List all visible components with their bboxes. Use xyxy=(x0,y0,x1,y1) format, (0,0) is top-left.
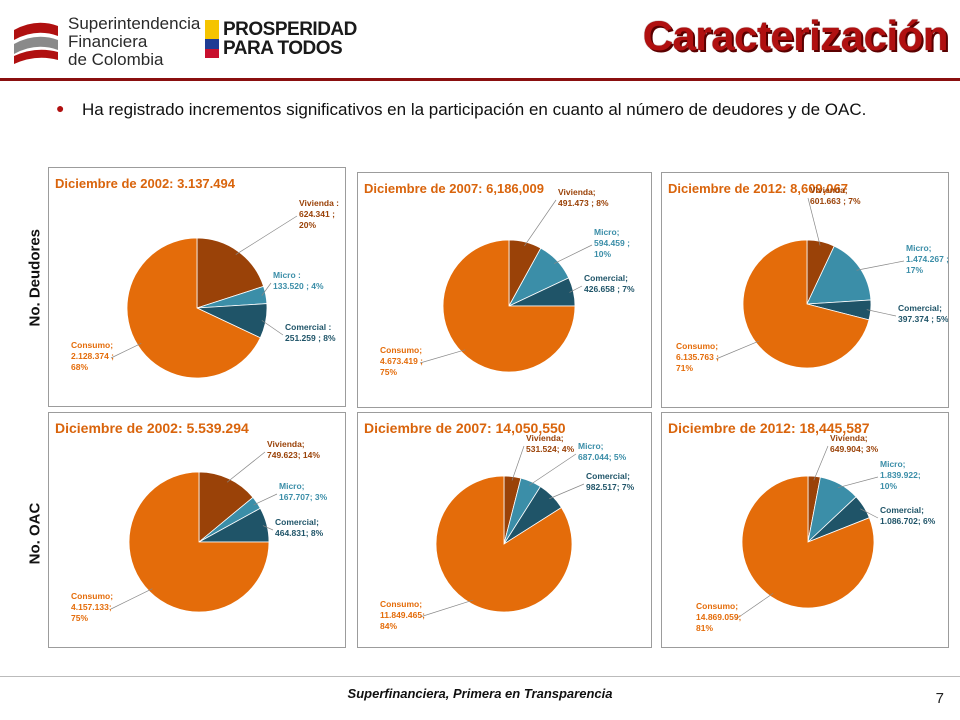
data-label-micro: Micro; 1.474.267 ; 17% xyxy=(906,243,948,275)
data-label-vivienda: Vivienda; 531.524; 4% xyxy=(526,433,575,454)
pie-slice-consumo xyxy=(741,475,875,609)
data-label-vivienda: Vivienda; 649.904; 3% xyxy=(830,433,879,454)
chart-title: Diciembre de 2002: 3.137.494 xyxy=(55,176,236,191)
leader-line-vivienda xyxy=(524,199,557,247)
leader-line-consumo xyxy=(110,588,153,610)
chart-title: Diciembre de 2002: 5.539.294 xyxy=(55,420,249,436)
sfc-logo-line-3: de Colombia xyxy=(68,50,164,69)
leader-line-micro xyxy=(529,453,577,486)
data-label-micro: Micro :133.520 ; 4% xyxy=(273,270,324,291)
pie-chart-deudores-2007: Diciembre de 2007: 6,186,009 Vivienda; 491… xyxy=(357,172,652,408)
pie-chart-oac-2012: Diciembre de 2012: 18,445,587 Vivienda; 64… xyxy=(661,412,949,648)
data-label-comercial: Comercial; 426.658 ; 7% xyxy=(584,273,635,294)
data-label-comercial: Comercial :251.259 ; 8% xyxy=(285,322,336,343)
leader-line-vivienda xyxy=(511,445,525,481)
pie-chart-svg: Diciembre de 2007: 6,186,009 Vivienda; 491… xyxy=(364,181,635,377)
leader-line-comercial xyxy=(261,320,284,336)
pie-slice-consumo xyxy=(742,239,870,369)
pie-slice-micro xyxy=(806,245,872,305)
data-label-comercial: Comercial; 464.831; 8% xyxy=(275,517,324,538)
page-title: Caracterización xyxy=(642,12,949,59)
data-label-micro: Micro; 167.707; 3% xyxy=(279,481,328,502)
data-label-micro: Micro; 594.459 ; 10% xyxy=(594,227,630,259)
data-label-consumo: Consumo; 2.128.374 ; 68% xyxy=(71,340,114,372)
chart-title: Diciembre de 2012: 8,609,067 xyxy=(668,181,848,196)
data-label-vivienda: Vivienda; 601.663 ; 7% xyxy=(810,185,861,206)
leader-line-consumo xyxy=(419,599,474,618)
bullet-icon: ● xyxy=(56,100,65,116)
pie-chart-deudores-2002: Diciembre de 2002: 3.137.494 Vivienda :62… xyxy=(48,167,346,407)
leader-line-vivienda xyxy=(235,215,298,255)
pie-chart-oac-2007: Diciembre de 2007: 14,050,550 Vivienda; 53… xyxy=(357,412,652,648)
footer-divider xyxy=(0,676,960,677)
pie-slice-consumo xyxy=(442,239,576,373)
pie-slice-vivienda xyxy=(198,471,254,543)
leader-line-micro xyxy=(261,282,272,296)
ppt-logo-line-1: PROSPERIDAD xyxy=(223,19,357,40)
data-label-vivienda: Vivienda :624.341 ; 20% xyxy=(299,198,339,230)
sfc-logo-line-1: Superintendencia xyxy=(68,14,201,33)
leader-line-vivienda xyxy=(226,451,266,483)
chart-title: Diciembre de 2007: 6,186,009 xyxy=(364,181,544,196)
footer-text: Superfinanciera, Primera en Transparenci… xyxy=(347,686,613,701)
superfinanciera-logo: Superintendencia Financiera de Colombia xyxy=(10,12,200,70)
pie-chart-oac-2002: Diciembre de 2002: 5.539.294 Vivienda; 749… xyxy=(48,412,346,648)
leader-line-comercial xyxy=(262,525,274,531)
prosperidad-logo: PROSPERIDAD PARA TODOS xyxy=(205,18,357,60)
chart-title: Diciembre de 2007: 14,050,550 xyxy=(364,420,566,436)
chart-title: Diciembre de 2012: 18,445,587 xyxy=(668,420,870,436)
data-label-comercial: Comercial; 982.517; 7% xyxy=(586,471,635,492)
data-label-comercial: Comercial; 397.374 ; 5% xyxy=(898,303,948,324)
superfinanciera-emblem-icon xyxy=(10,16,62,66)
leader-line-micro xyxy=(253,493,278,506)
header: Superintendencia Financiera de Colombia … xyxy=(0,0,960,81)
leader-line-comercial xyxy=(866,309,897,317)
row-label-deudores: No. Deudores xyxy=(26,228,44,327)
page-number: 7 xyxy=(935,690,944,707)
data-label-vivienda: Vivienda; 491.473 ; 8% xyxy=(558,187,609,208)
leader-line-comercial xyxy=(860,508,879,519)
header-divider xyxy=(0,78,960,81)
leader-line-micro xyxy=(554,244,593,264)
row-label-oac: No. OAC xyxy=(26,502,44,565)
data-label-vivienda: Vivienda; 749.623; 14% xyxy=(267,439,320,460)
pie-chart-deudores-2012: Diciembre de 2012: 8,609,067 Vivienda; 601… xyxy=(661,172,949,408)
leader-line-consumo xyxy=(419,349,466,364)
ppt-logo-line-2: PARA TODOS xyxy=(223,38,343,59)
leader-line-consumo xyxy=(110,343,142,359)
data-label-micro: Micro; 1.839.922; 10% xyxy=(880,459,921,491)
pie-chart-svg: Diciembre de 2002: 3.137.494 Vivienda :62… xyxy=(55,176,339,379)
data-label-comercial: Comercial; 1.086.702; 6% xyxy=(880,505,936,526)
sfc-logo-line-2: Financiera xyxy=(68,32,148,51)
leader-line-consumo xyxy=(715,340,760,360)
colombia-flag-icon xyxy=(205,20,219,58)
leader-line-consumo xyxy=(735,592,774,620)
pie-slice-consumo xyxy=(435,475,573,613)
leader-line-comercial xyxy=(549,483,585,500)
pie-slice-vivienda xyxy=(196,237,265,309)
data-label-consumo: Consumo; 14.869.059; 81% xyxy=(696,601,742,633)
data-label-consumo: Consumo; 6.135.763 ; 71% xyxy=(676,341,719,373)
leader-line-vivienda xyxy=(807,197,821,246)
leader-line-comercial xyxy=(569,285,583,293)
leader-line-vivienda xyxy=(813,445,829,481)
bullet-text: Ha registrado incrementos significativos… xyxy=(82,100,867,119)
data-label-consumo: Consumo; 4.673.419 ; 75% xyxy=(380,345,423,377)
pie-slice-consumo xyxy=(126,237,261,379)
leader-line-micro xyxy=(856,260,905,271)
data-label-consumo: Consumo; 4.157.133; 75% xyxy=(71,591,113,623)
leader-line-micro xyxy=(837,476,879,489)
data-label-micro: Micro; 687.044; 5% xyxy=(578,441,627,462)
pie-chart-svg: Diciembre de 2002: 5.539.294 Vivienda; 749… xyxy=(55,420,328,623)
data-label-consumo: Consumo; 11.849.465; 84% xyxy=(380,599,425,631)
pie-slice-consumo xyxy=(128,471,270,613)
